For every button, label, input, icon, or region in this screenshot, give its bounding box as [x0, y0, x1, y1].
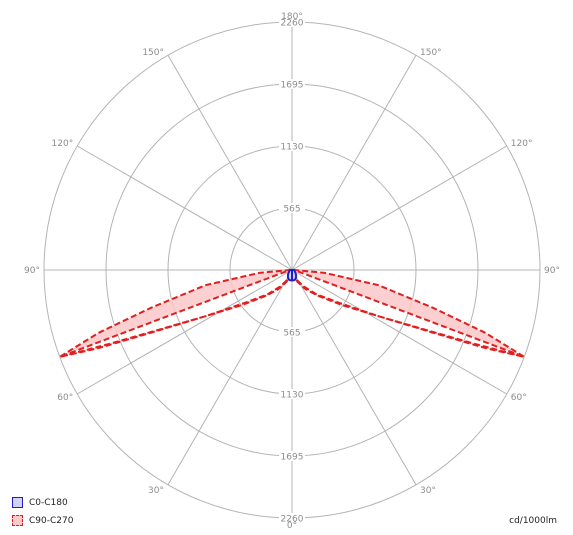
tick-label-bg	[279, 141, 305, 151]
angle-label: 30°	[420, 486, 436, 496]
tick-label-bg	[279, 17, 305, 27]
radial-tick-label: 2260	[281, 19, 304, 29]
radial-tick-label: 1130	[281, 391, 304, 401]
series-c0-c180-right	[291, 269, 298, 282]
tick-label-bg	[279, 327, 305, 337]
angle-label: 90°	[24, 266, 40, 276]
tick-label-bg	[279, 79, 305, 89]
legend-swatch-red	[12, 515, 23, 526]
tick-label-bg	[279, 513, 305, 523]
angle-label: 60°	[511, 393, 527, 403]
radial-tick-label: 1695	[281, 81, 304, 91]
angle-label: 60°	[57, 393, 73, 403]
legend-item-c0-c180: C0-C180	[12, 497, 68, 508]
angle-label: 120°	[52, 139, 74, 149]
series-c90-c270-left	[58, 269, 293, 358]
radial-tick-label: 1695	[281, 453, 304, 463]
angle-label: 150°	[420, 48, 442, 58]
legend-label: C90-C270	[29, 515, 74, 526]
unit-label: cd/1000lm	[509, 516, 557, 526]
radial-tick-label: 2260	[281, 515, 304, 525]
intensity-curves	[58, 269, 526, 358]
radial-tick-label: 565	[283, 329, 300, 339]
legend-swatch-blue	[12, 497, 23, 508]
radial-tick-label: 565	[283, 205, 300, 215]
angle-label: 120°	[511, 139, 533, 149]
series-c90-c270-right	[291, 269, 526, 358]
tick-label-bg	[279, 203, 305, 213]
angle-label: 0°	[287, 521, 297, 531]
angle-label: 90°	[544, 266, 560, 276]
tick-label-bg	[279, 389, 305, 399]
angle-label: 150°	[142, 48, 164, 58]
legend-label: C0-C180	[29, 497, 68, 508]
angle-label: 180°	[281, 12, 303, 22]
axis-labels: 565565113011301695169522602260180°0°150°…	[24, 12, 560, 531]
legend-item-c90-c270: C90-C270	[12, 515, 73, 526]
tick-label-bg	[279, 451, 305, 461]
angle-label: 30°	[148, 486, 164, 496]
radial-tick-label: 1130	[281, 143, 304, 153]
